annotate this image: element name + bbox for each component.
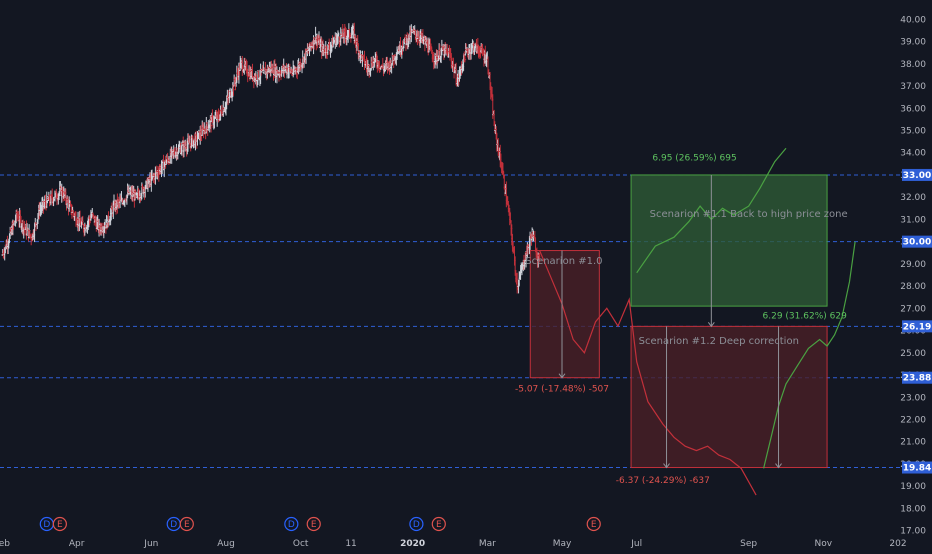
- y-tick-label: 34.00: [900, 149, 926, 159]
- measure-arrow: [663, 463, 670, 469]
- level-badge: [902, 235, 932, 248]
- y-tick-label: 21.00: [900, 438, 926, 448]
- x-tick-label: May: [553, 539, 572, 549]
- x-tick-label: Apr: [69, 539, 85, 549]
- level-badge-label: 26.19: [903, 322, 931, 332]
- earnings-badge-label: E: [591, 520, 597, 530]
- y-tick-label: 27.00: [900, 304, 926, 314]
- level-badge: [902, 320, 932, 333]
- earnings-badge-label: E: [436, 520, 442, 530]
- annotation-label: Scenarion #1.1 Back to high price zone: [650, 209, 848, 220]
- y-tick-label: 22.00: [900, 416, 926, 426]
- y-tick-label: 40.00: [900, 15, 926, 25]
- x-tick-label: Aug: [217, 539, 235, 549]
- earnings-badge-label: E: [311, 520, 317, 530]
- y-tick-label: 39.00: [900, 38, 926, 48]
- earnings-event-badge: [179, 516, 194, 532]
- dividend-badge-label: D: [288, 520, 295, 530]
- earnings-event-badge: [52, 516, 67, 532]
- y-tick-label: 25.00: [900, 349, 926, 359]
- y-tick-label: 37.00: [900, 82, 926, 92]
- level-badge-label: 33.00: [903, 171, 931, 181]
- x-tick-label: Jun: [143, 539, 158, 549]
- scenario-path-1: [636, 147, 787, 274]
- dividend-badge-label: D: [413, 520, 420, 530]
- x-tick-label: 202: [889, 539, 906, 549]
- level-badge: [902, 461, 932, 474]
- annotation-label: Scenarion #1.2 Deep correction: [639, 336, 799, 347]
- scenario-path-3: [539, 250, 757, 496]
- y-tick-label: 29.00: [900, 260, 926, 270]
- y-tick-label: 28.00: [900, 282, 926, 292]
- red-scenario-zone: [630, 325, 828, 469]
- dividend-event-badge: [409, 516, 424, 532]
- y-tick-label: 19.00: [900, 482, 926, 492]
- y-tick-label: 36.00: [900, 104, 926, 114]
- x-tick-label: Jul: [630, 539, 642, 549]
- earnings-badge-label: E: [184, 520, 190, 530]
- y-tick-label: 23.00: [900, 393, 926, 403]
- annotation-label: Scenarion #1.0: [525, 256, 602, 267]
- y-tick-label: 31.00: [900, 215, 926, 225]
- annotation-label: 6.29 (31.62%) 629: [763, 311, 848, 321]
- x-tick-label: Feb: [0, 539, 10, 549]
- annotation-label: -6.37 (-24.29%) -637: [616, 476, 710, 486]
- x-tick-label: 2020: [400, 539, 425, 549]
- measure-arrow: [558, 373, 566, 379]
- level-badge: [902, 371, 932, 384]
- measure-arrow: [707, 322, 715, 328]
- level-badge-label: 19.84: [903, 464, 931, 474]
- dividend-event-badge: [284, 516, 299, 532]
- dividend-badge-label: D: [43, 520, 50, 530]
- y-tick-label: 17.00: [900, 527, 926, 537]
- earnings-badge-label: E: [57, 520, 63, 530]
- level-badge-label: 23.88: [903, 374, 931, 384]
- y-tick-label: 32.00: [900, 193, 926, 203]
- annotation-label: -5.07 (-17.48%) -507: [515, 385, 609, 395]
- annotation-label: 6.95 (26.59%) 695: [652, 154, 736, 164]
- earnings-event-badge: [586, 516, 601, 532]
- earnings-event-badge: [431, 516, 446, 532]
- x-tick-label: Nov: [815, 539, 833, 549]
- x-tick-label: Mar: [479, 539, 496, 549]
- level-badge-label: 30.00: [903, 238, 931, 248]
- x-tick-label: Oct: [293, 539, 309, 549]
- earnings-event-badge: [306, 516, 321, 532]
- scenario-path-2: [763, 241, 856, 469]
- dividend-badge-label: D: [170, 520, 177, 530]
- green-scenario-zone: [630, 174, 828, 307]
- y-tick-label: 35.00: [900, 126, 926, 136]
- y-tick-label: 18.00: [900, 504, 926, 514]
- x-tick-label: Sep: [740, 539, 757, 549]
- level-badge: [902, 168, 932, 181]
- y-tick-label: 38.00: [900, 60, 926, 70]
- x-tick-label: 11: [345, 539, 356, 549]
- measure-arrow: [775, 463, 782, 469]
